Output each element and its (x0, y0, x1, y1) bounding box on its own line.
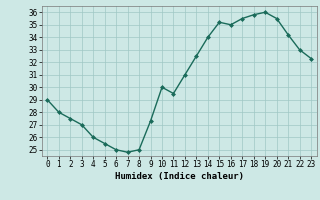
X-axis label: Humidex (Indice chaleur): Humidex (Indice chaleur) (115, 172, 244, 181)
